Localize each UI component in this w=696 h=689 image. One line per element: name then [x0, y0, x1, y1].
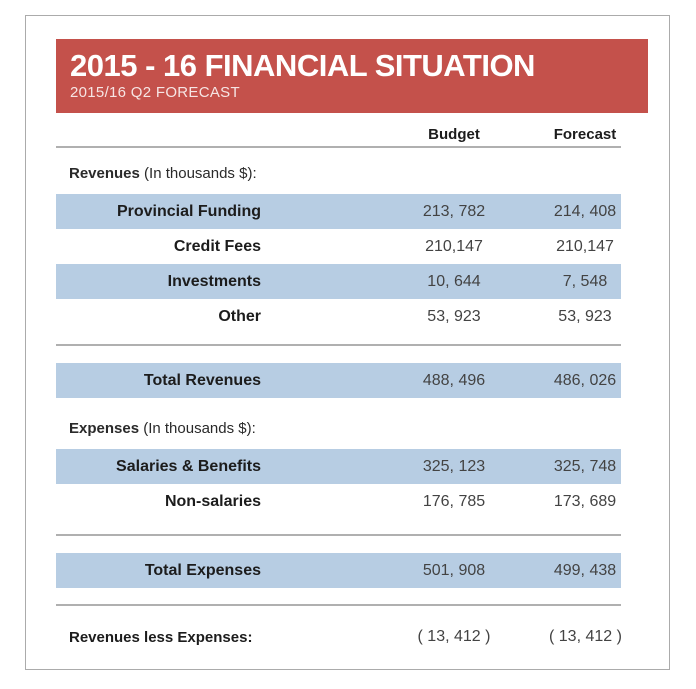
table-row-investments: Investments 10, 644 7, 548	[56, 264, 621, 299]
expenses-heading-rest: (In thousands $):	[139, 420, 256, 437]
row-label: Credit Fees	[173, 237, 261, 255]
budget-value: 213, 782	[422, 202, 486, 220]
forecast-value: 214, 408	[553, 202, 617, 220]
header-divider	[56, 146, 621, 148]
forecast-value: 486, 026	[553, 371, 617, 389]
forecast-value: 325, 748	[553, 457, 617, 475]
forecast-value: 210,147	[556, 237, 614, 255]
report-card: 2015 - 16 FINANCIAL SITUATION 2015/16 Q2…	[25, 15, 670, 670]
budget-value: ( 13, 412 )	[417, 628, 491, 645]
column-header-row: Budget Forecast	[56, 122, 621, 146]
table-row-other: Other 53, 923 53, 923	[56, 299, 621, 334]
budget-value: 210,147	[425, 237, 483, 255]
table-row-revenues-less-expenses: Revenues less Expenses: ( 13, 412 ) ( 13…	[56, 622, 622, 652]
budget-value: 10, 644	[427, 272, 481, 290]
budget-value: 501, 908	[422, 561, 486, 579]
forecast-value: 7, 548	[562, 272, 608, 290]
table-row-non-salaries: Non-salaries 176, 785 173, 689	[56, 484, 621, 519]
page-title: 2015 - 16 FINANCIAL SITUATION	[70, 48, 535, 83]
table-row-total-expenses: Total Expenses 501, 908 499, 438	[56, 553, 621, 588]
table-row-total-revenues: Total Revenues 488, 496 486, 026	[56, 363, 621, 398]
table-row-credit-fees: Credit Fees 210,147 210,147	[56, 229, 621, 264]
total-revenues-divider	[56, 344, 621, 346]
spacer	[56, 334, 621, 344]
column-header-forecast: Forecast	[553, 125, 617, 143]
expenses-heading-bold: Expenses	[69, 420, 140, 437]
row-label: Other	[218, 307, 261, 325]
forecast-value: 173, 689	[553, 492, 617, 510]
forecast-value: 499, 438	[553, 561, 617, 579]
row-label: Total Expenses	[144, 561, 261, 579]
table-row-salaries-benefits: Salaries & Benefits 325, 123 325, 748	[56, 449, 621, 484]
revenues-heading-bold: Revenues	[69, 165, 140, 182]
revenues-heading-rest: (In thousands $):	[139, 165, 257, 182]
budget-value: 53, 923	[427, 307, 481, 325]
page-subtitle: 2015/16 Q2 FORECAST	[70, 84, 240, 101]
net-divider	[56, 604, 621, 606]
financial-table: Budget Forecast Revenues (In thousands $…	[56, 122, 622, 652]
expenses-heading: Expenses (In thousands $):	[69, 420, 621, 438]
total-expenses-divider	[56, 534, 621, 536]
row-label: Salaries & Benefits	[116, 457, 261, 475]
table-row-provincial-funding: Provincial Funding 213, 782 214, 408	[56, 194, 621, 229]
budget-value: 325, 123	[422, 457, 486, 475]
column-header-budget: Budget	[428, 125, 480, 143]
budget-value: 488, 496	[422, 371, 486, 389]
row-label: Revenues less Expenses:	[69, 628, 253, 646]
row-label: Non-salaries	[164, 492, 261, 510]
budget-value: 176, 785	[422, 492, 486, 510]
spacer	[56, 398, 621, 420]
revenues-heading: Revenues (In thousands $):	[69, 165, 621, 183]
forecast-value: ( 13, 412 )	[549, 628, 622, 645]
row-label: Provincial Funding	[116, 202, 261, 220]
row-label: Total Revenues	[143, 371, 261, 389]
forecast-value: 53, 923	[558, 307, 612, 325]
row-label: Investments	[167, 272, 261, 290]
title-banner: 2015 - 16 FINANCIAL SITUATION 2015/16 Q2…	[56, 39, 648, 113]
